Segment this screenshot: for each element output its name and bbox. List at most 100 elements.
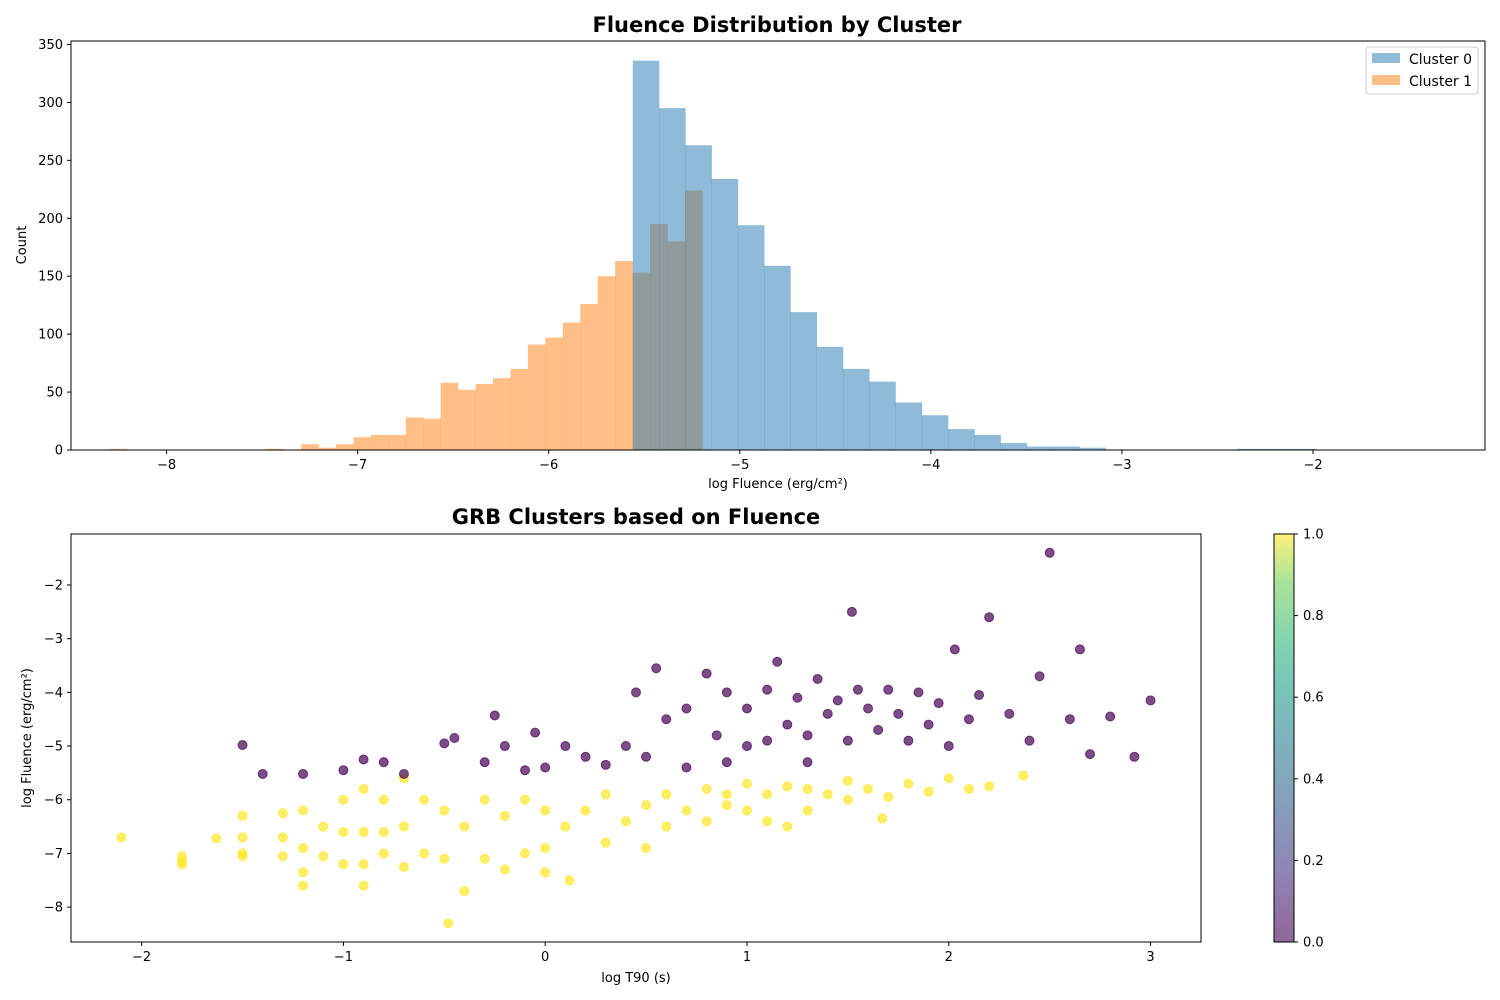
- scatter-point-cluster-1: [520, 794, 531, 805]
- scatter-point-cluster-1: [564, 875, 575, 886]
- scatter-point-cluster-0: [600, 759, 611, 770]
- scatter-point-cluster-1: [358, 784, 369, 794]
- scatter-point-cluster-0: [963, 714, 974, 725]
- x-tick-label: −2: [1303, 458, 1322, 473]
- scatter-point-cluster-0: [711, 730, 722, 741]
- hist-bar-cluster-0: [790, 312, 817, 450]
- x-tick-label: 0: [541, 950, 549, 965]
- scatter-point-cluster-0: [257, 768, 268, 779]
- scatter-point-cluster-1: [984, 781, 995, 792]
- hist-bar-cluster-0: [632, 60, 660, 450]
- y-tick-label: 50: [46, 386, 63, 401]
- scatter-point-cluster-1: [923, 786, 934, 797]
- scatter-point-cluster-0: [832, 695, 843, 706]
- scatter-point-cluster-0: [721, 757, 732, 768]
- scatter-point-cluster-0: [923, 719, 934, 730]
- hist-bar-cluster-0: [816, 346, 844, 450]
- scatter-point-cluster-0: [1074, 644, 1085, 655]
- hist-bar-cluster-1: [109, 448, 127, 450]
- scatter-point-cluster-1: [298, 867, 309, 878]
- scatter-point-cluster-1: [338, 859, 349, 870]
- y-tick-label: −8: [44, 901, 63, 916]
- y-tick-label: −7: [44, 847, 63, 862]
- histogram-x-ticks: −8 −7 −6 −5 −4 −3 −2: [157, 450, 1323, 473]
- histogram-legend: Cluster 0 Cluster 1: [1365, 46, 1479, 95]
- scatter-x-label: log T90 (s): [601, 971, 670, 986]
- hist-bar-cluster-1: [475, 383, 494, 450]
- scatter-point-cluster-0: [913, 687, 924, 698]
- scatter-point-cluster-0: [439, 738, 450, 749]
- scatter-point-cluster-1: [600, 789, 611, 800]
- scatter-point-cluster-1: [641, 843, 652, 854]
- scatter-point-cluster-1: [681, 805, 692, 816]
- scatter-point-cluster-0: [1024, 735, 1035, 746]
- hist-bar-cluster-1: [562, 322, 581, 450]
- y-tick-label: −3: [44, 632, 63, 647]
- scatter-point-cluster-1: [439, 805, 450, 816]
- scatter-y-label: log Fluence (erg/cm²): [20, 668, 35, 808]
- hist-bar-cluster-1: [266, 448, 284, 450]
- histogram-y-label: Count: [15, 226, 30, 265]
- scatter-point-cluster-0: [560, 741, 571, 752]
- scatter-point-cluster-0: [1129, 751, 1140, 762]
- scatter-point-cluster-0: [499, 741, 510, 752]
- scatter-point-cluster-1: [378, 848, 389, 859]
- scatter-point-cluster-1: [560, 821, 571, 832]
- colorbar-tick-label: 0.8: [1303, 609, 1324, 624]
- scatter-point-cluster-0: [842, 735, 853, 746]
- hist-bar-cluster-1: [493, 378, 511, 450]
- scatter-point-cluster-1: [661, 789, 672, 800]
- hist-bar-cluster-0: [921, 415, 949, 450]
- hist-bar-cluster-1: [353, 437, 372, 450]
- y-tick-label: −5: [44, 740, 63, 755]
- scatter-point-cluster-1: [540, 843, 551, 854]
- scatter-point-cluster-1: [802, 784, 813, 794]
- hist-bar-cluster-0: [1053, 446, 1080, 450]
- hist-bar-cluster-0: [1000, 443, 1028, 450]
- hist-bar-cluster-0: [737, 225, 765, 450]
- scatter-point-cluster-0: [903, 735, 914, 746]
- scatter-point-cluster-1: [298, 880, 309, 891]
- scatter-point-cluster-0: [792, 692, 803, 703]
- hist-bar-cluster-0: [659, 108, 686, 450]
- scatter-point-cluster-0: [1044, 547, 1055, 558]
- scatter-point-cluster-1: [762, 816, 773, 827]
- scatter-point-cluster-0: [489, 710, 500, 721]
- scatter-point-cluster-1: [661, 821, 672, 832]
- hist-bar-cluster-1: [388, 434, 407, 450]
- scatter-point-cluster-1: [540, 867, 551, 878]
- colorbar-gradient: [1274, 534, 1294, 942]
- scatter-point-cluster-0: [1004, 708, 1015, 719]
- scatter-x-ticks: −2 −1 0 1 2 3: [132, 942, 1155, 965]
- scatter-point-cluster-1: [782, 821, 793, 832]
- scatter-title: GRB Clusters based on Fluence: [452, 505, 821, 529]
- y-tick-label: 0: [55, 444, 63, 459]
- legend-label-cluster-1: Cluster 1: [1409, 74, 1472, 90]
- scatter-point-cluster-1: [439, 853, 450, 864]
- scatter-point-cluster-1: [419, 848, 430, 859]
- y-tick-label: 250: [38, 154, 63, 169]
- scatter-point-cluster-1: [338, 794, 349, 805]
- y-tick-label: −2: [44, 579, 63, 594]
- scatter-point-cluster-1: [701, 816, 712, 827]
- x-tick-label: 3: [1146, 950, 1154, 965]
- scatter-point-cluster-0: [846, 606, 857, 617]
- scatter-frame: [70, 533, 1202, 943]
- scatter-point-cluster-1: [237, 851, 248, 862]
- scatter-point-cluster-1: [620, 816, 631, 827]
- scatter-point-cluster-1: [298, 805, 309, 816]
- x-tick-label: −8: [157, 458, 176, 473]
- scatter-point-cluster-0: [762, 684, 773, 695]
- scatter-point-cluster-1: [782, 781, 793, 792]
- legend-swatch-cluster-1: [1372, 75, 1400, 85]
- hist-bar-cluster-1: [545, 337, 564, 450]
- scatter-point-cluster-0: [822, 708, 833, 719]
- hist-bar-cluster-0: [974, 434, 1001, 450]
- scatter-point-cluster-0: [802, 730, 813, 741]
- scatter-point-cluster-0: [681, 703, 692, 714]
- scatter-point-cluster-0: [338, 765, 349, 776]
- scatter-point-cluster-1: [903, 778, 914, 789]
- scatter-point-cluster-1: [721, 800, 732, 811]
- scatter-point-cluster-0: [949, 644, 960, 655]
